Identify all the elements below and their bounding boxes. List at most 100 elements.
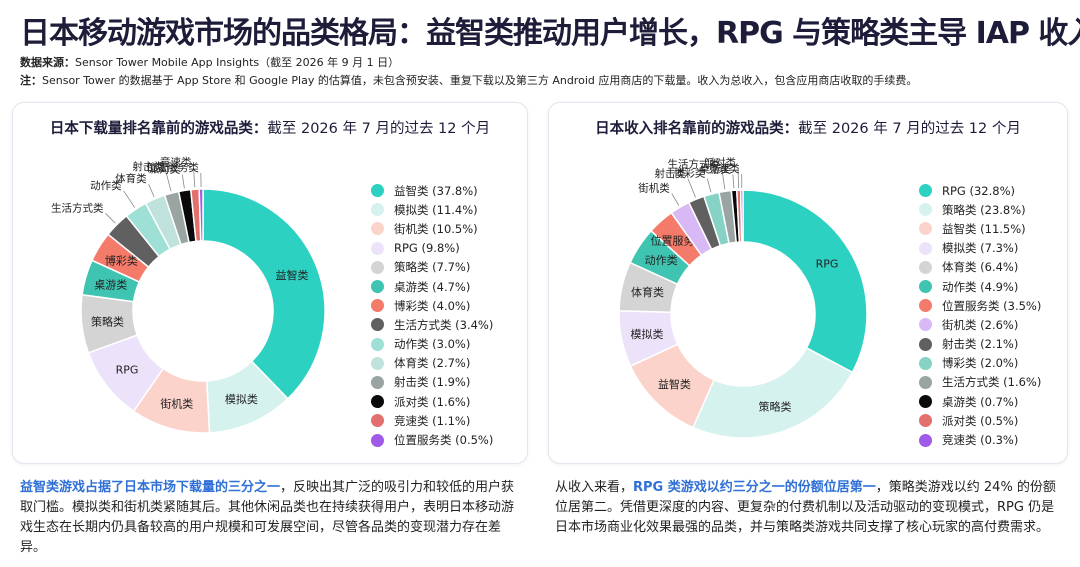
downloads-leader-line-shooter <box>165 171 172 192</box>
downloads-legend-item-lifestyle: 生活方式类 (3.4%) <box>371 315 493 334</box>
revenue-slice-label-puzzle: 益智类 <box>658 377 691 391</box>
revenue-legend-label: 策略类 (23.8%) <box>942 202 1026 217</box>
downloads-slice-label-rpg: RPG <box>116 364 139 377</box>
revenue-legend-swatch <box>919 241 932 255</box>
downloads-slice-label-board: 桌游类 <box>94 277 127 291</box>
revenue-legend-label: 派对类 (0.5%) <box>942 413 1019 428</box>
revenue-legend-swatch <box>919 337 932 351</box>
revenue-legend-swatch <box>919 203 932 217</box>
revenue-panel-title: 日本收入排名靠前的游戏品类：截至 2026 年 7 月的过去 12 个月 <box>549 117 1067 138</box>
revenue-legend-label: 位置服务类 (3.5%) <box>942 298 1042 313</box>
downloads-slice-puzzle <box>202 188 326 400</box>
revenue-legend-swatch <box>919 356 932 370</box>
revenue-legend-item-simulation: 模拟类 (7.3%) <box>919 239 1041 258</box>
revenue-legend-label: RPG (32.8%) <box>942 183 1015 198</box>
revenue-slice-label-strategy: 策略类 <box>759 400 792 414</box>
revenue-outer-label-lifestyle: 生活方式类 <box>667 158 720 171</box>
revenue-leader-line-casino <box>706 178 712 193</box>
downloads-legend-label: 模拟类 (11.4%) <box>394 202 478 217</box>
downloads-outer-label-racing: 竞速类 <box>160 155 192 168</box>
downloads-legend-item-board: 桌游类 (4.7%) <box>371 277 493 296</box>
downloads-legend-label: 竞速类 (1.1%) <box>394 413 471 428</box>
revenue-legend-label: 博彩类 (2.0%) <box>942 356 1019 371</box>
downloads-legend-item-location: 位置服务类 (0.5%) <box>371 430 493 449</box>
downloads-legend-swatch <box>371 222 384 236</box>
revenue-donut-chart: RPG策略类益智类模拟类体育类动作类位置服务类街机类射击类博彩类生活方式类桌游类… <box>618 156 868 439</box>
revenue-legend-swatch <box>919 280 932 294</box>
revenue-outer-label-board: 桌游类 <box>699 162 731 175</box>
downloads-legend-swatch <box>371 433 384 447</box>
downloads-slice-label-arcade: 街机类 <box>160 396 193 410</box>
revenue-legend-item-strategy: 策略类 (23.8%) <box>919 200 1041 219</box>
downloads-legend-label: 策略类 (7.7%) <box>394 260 471 275</box>
downloads-legend-swatch <box>371 241 384 255</box>
revenue-legend-item-shooter: 射击类 (2.1%) <box>919 335 1041 354</box>
downloads-outer-label-lifestyle: 生活方式类 <box>51 201 104 214</box>
downloads-legend-label: RPG (9.8%) <box>394 241 460 256</box>
revenue-outer-label-shooter: 射击类 <box>654 167 686 180</box>
revenue-slice-racing <box>739 189 744 243</box>
downloads-legend-item-simulation: 模拟类 (11.4%) <box>371 200 493 219</box>
revenue-legend-label: 模拟类 (7.3%) <box>942 241 1019 256</box>
downloads-legend-item-racing: 竞速类 (1.1%) <box>371 411 493 430</box>
downloads-panel: 日本下载量排名靠前的游戏品类：截至 2026 年 7 月的过去 12 个月 益智… <box>12 102 528 464</box>
revenue-slice-label-sports: 体育类 <box>631 285 664 299</box>
revenue-slice-label-simulation: 模拟类 <box>631 327 664 341</box>
downloads-outer-label-shooter: 射击类 <box>132 160 164 173</box>
downloads-panel-title: 日本下载量排名靠前的游戏品类：截至 2026 年 7 月的过去 12 个月 <box>13 117 527 138</box>
downloads-legend-item-sports: 体育类 (2.7%) <box>371 354 493 373</box>
downloads-legend-label: 博彩类 (4.0%) <box>394 298 471 313</box>
downloads-highlight: 益智类游戏占据了日本市场下载量的三分之一 <box>20 480 281 495</box>
downloads-legend-label: 桌游类 (4.7%) <box>394 279 471 294</box>
downloads-legend-label: 位置服务类 (0.5%) <box>394 433 494 448</box>
downloads-leader-line-action <box>123 190 135 208</box>
downloads-slice-location <box>198 188 204 242</box>
revenue-legend-swatch <box>919 260 932 274</box>
revenue-legend-label: 街机类 (2.6%) <box>942 317 1019 332</box>
downloads-legend-swatch <box>371 184 384 198</box>
revenue-outer-label-racing: 竞速类 <box>708 162 740 175</box>
downloads-legend-label: 益智类 (37.8%) <box>394 183 478 198</box>
revenue-commentary-intro: 从收入来看， <box>555 480 634 495</box>
downloads-legend-item-rpg: RPG (9.8%) <box>371 239 493 258</box>
downloads-legend-label: 派对类 (1.6%) <box>394 394 471 409</box>
revenue-commentary: 从收入来看，RPG 类游戏以约三分之一的份额位居第一，策略类游戏以约 24% 的… <box>555 478 1065 538</box>
revenue-legend-swatch <box>919 433 932 447</box>
downloads-legend-item-strategy: 策略类 (7.7%) <box>371 258 493 277</box>
revenue-leader-line-board <box>732 174 735 189</box>
source-text: Sensor Tower Mobile App Insights（截至 2026… <box>75 56 400 69</box>
revenue-legend-label: 体育类 (6.4%) <box>942 260 1019 275</box>
revenue-legend-label: 桌游类 (0.7%) <box>942 394 1019 409</box>
downloads-legend-swatch <box>371 280 384 294</box>
revenue-slice-strategy <box>692 346 854 439</box>
revenue-legend-item-location: 位置服务类 (3.5%) <box>919 296 1041 315</box>
downloads-slice-label-simulation: 模拟类 <box>225 392 258 406</box>
downloads-legend-label: 体育类 (2.7%) <box>394 356 471 371</box>
revenue-leader-line-arcade <box>671 193 680 206</box>
downloads-legend-swatch <box>371 318 384 332</box>
revenue-legend-label: 动作类 (4.9%) <box>942 279 1019 294</box>
downloads-slice-label-casino: 博彩类 <box>105 254 138 268</box>
downloads-leader-line-racing <box>193 167 196 188</box>
downloads-commentary: 益智类游戏占据了日本市场下载量的三分之一，反映出其广泛的吸引力和较低的用户获取门… <box>20 478 520 558</box>
revenue-legend-label: 生活方式类 (1.6%) <box>942 375 1042 390</box>
downloads-legend-swatch <box>371 260 384 274</box>
source-label: 数据来源： <box>20 56 75 69</box>
downloads-leader-line-party <box>181 174 185 189</box>
revenue-highlight: RPG 类游戏以约三分之一的份额位居第一 <box>633 480 876 495</box>
downloads-legend-label: 射击类 (1.9%) <box>394 375 471 390</box>
downloads-legend-item-shooter: 射击类 (1.9%) <box>371 373 493 392</box>
downloads-legend-swatch <box>371 356 384 370</box>
revenue-legend-item-action: 动作类 (4.9%) <box>919 277 1041 296</box>
revenue-legend-item-lifestyle: 生活方式类 (1.6%) <box>919 373 1041 392</box>
downloads-outer-label-location: 位置服务类 <box>146 161 199 174</box>
revenue-slice-label-rpg: RPG <box>816 258 839 271</box>
downloads-commentary-text: ，反映出其广泛的吸引力和较低的用户获取门槛。模拟类和街机类紧随其后。其他休闲品类… <box>20 480 515 555</box>
revenue-legend-swatch <box>919 414 932 428</box>
downloads-leader-line-lifestyle <box>105 213 116 224</box>
downloads-legend-item-action: 动作类 (3.0%) <box>371 335 493 354</box>
downloads-leader-line-sports <box>148 183 155 198</box>
revenue-legend-swatch <box>919 375 932 389</box>
revenue-leader-line-shooter <box>687 178 696 198</box>
